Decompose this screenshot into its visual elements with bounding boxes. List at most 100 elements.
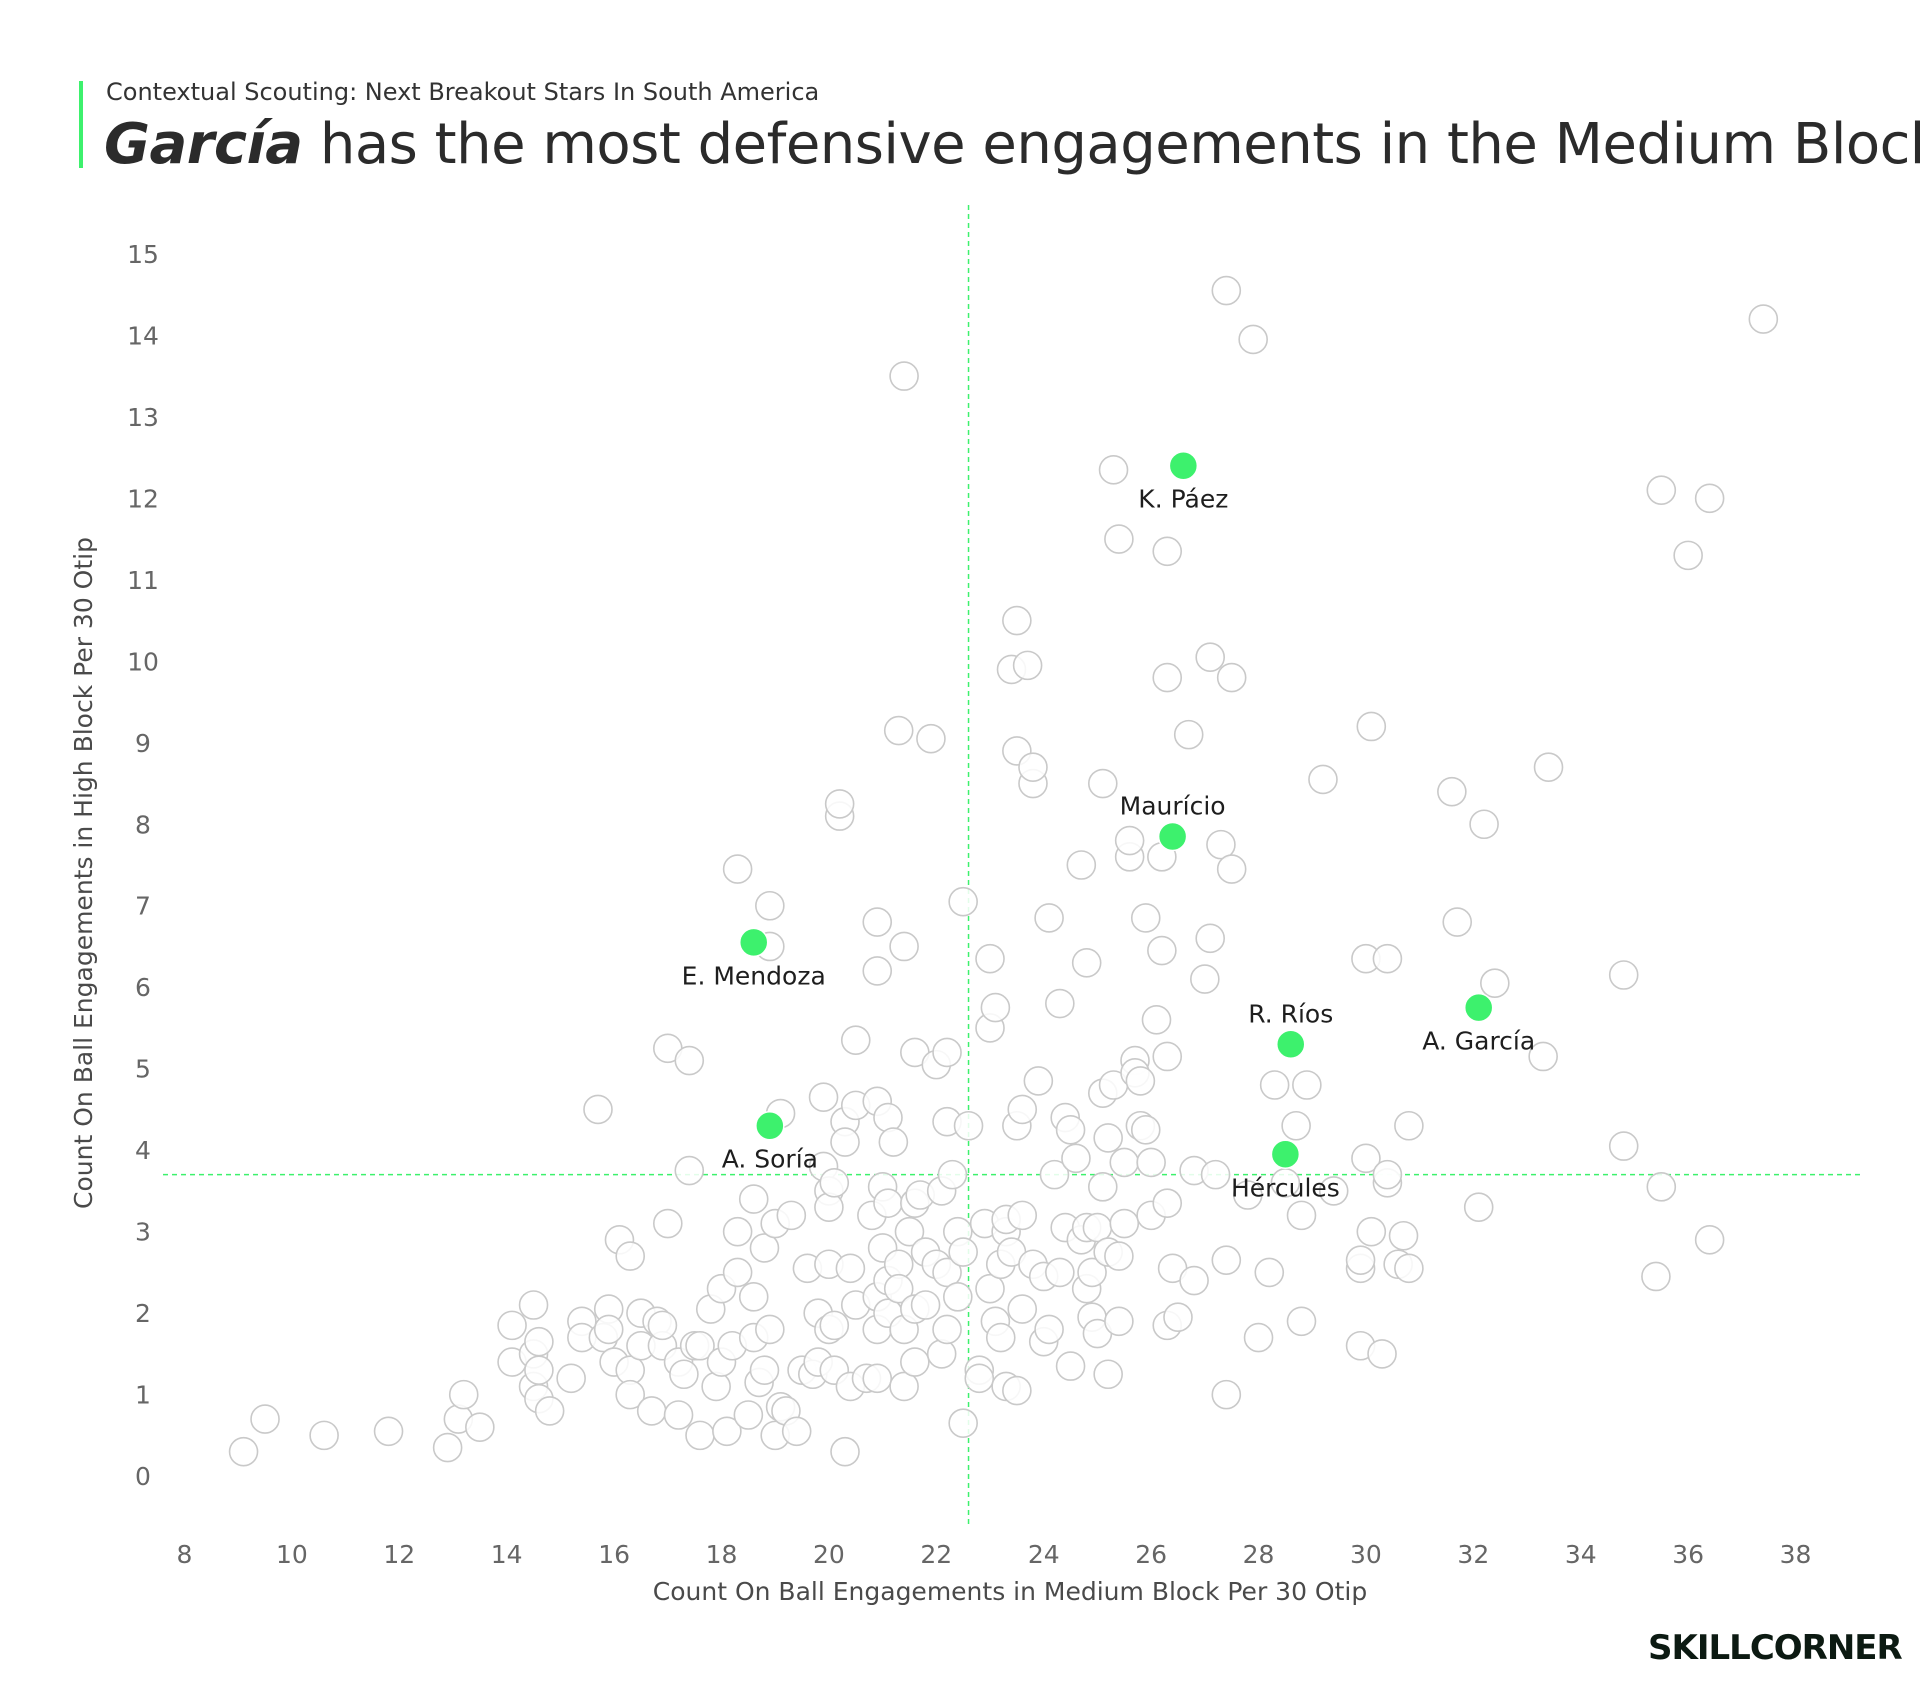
scatter-point xyxy=(309,1420,339,1451)
y-tick-label: 8 xyxy=(135,810,151,839)
scatter-point xyxy=(1152,662,1183,693)
scatter-point xyxy=(1109,1208,1140,1239)
scatter-point xyxy=(448,1379,479,1410)
scatter-point xyxy=(1533,752,1564,783)
y-tick-label: 11 xyxy=(127,566,159,595)
scatter-point xyxy=(926,1339,957,1369)
y-tick-label: 1 xyxy=(135,1381,151,1410)
skillcorner-logo: SKILLCORNER xyxy=(1648,1628,1903,1668)
scatter-point xyxy=(1641,1261,1671,1292)
y-tick-label: 3 xyxy=(135,1218,151,1247)
scatter-point xyxy=(1130,1115,1161,1145)
scatter-point xyxy=(1211,1245,1242,1275)
scatter-point xyxy=(873,1188,903,1218)
scatter-point xyxy=(1394,1253,1424,1284)
title-rest: has the most defensive engagements in th… xyxy=(302,112,1920,177)
scatter-point xyxy=(615,1241,646,1271)
scatter-point xyxy=(755,890,785,921)
scatter-point xyxy=(228,1436,259,1467)
scatter-point xyxy=(824,789,855,819)
scatter-point xyxy=(932,1037,962,1068)
scatter-point xyxy=(1286,1200,1317,1231)
x-tick-label: 30 xyxy=(1350,1540,1382,1569)
scatter-point xyxy=(1292,1070,1322,1100)
scatter-point xyxy=(1039,1159,1070,1190)
scatter-point xyxy=(636,1396,667,1426)
point-label: Maurício xyxy=(1120,791,1226,820)
scatter-point xyxy=(1152,1188,1183,1218)
highlighted-point xyxy=(1276,1029,1306,1060)
y-tick-label: 13 xyxy=(127,403,159,432)
scatter-point xyxy=(985,1322,1016,1353)
scatter-point xyxy=(814,1192,844,1223)
scatter-point xyxy=(776,1200,807,1231)
scatter-point xyxy=(889,1371,919,1402)
scatter-point xyxy=(819,1167,850,1198)
scatter-point xyxy=(749,1355,780,1385)
y-tick-label: 9 xyxy=(135,729,151,758)
y-axis-label: Count On Ball Engagements in High Block … xyxy=(69,537,98,1209)
x-tick-label: 16 xyxy=(598,1540,630,1569)
scatter-point xyxy=(1093,1123,1123,1153)
scatter-point xyxy=(518,1290,549,1320)
scatter-point xyxy=(1179,1265,1209,1296)
highlighted-point xyxy=(755,1110,785,1141)
scatter-point xyxy=(1163,1302,1193,1333)
scatter-point xyxy=(669,1359,699,1390)
scatter-point xyxy=(1463,1192,1494,1223)
scatter-point xyxy=(862,956,893,986)
scatter-point xyxy=(1023,1066,1054,1096)
scatter-point xyxy=(524,1355,554,1385)
x-tick-label: 26 xyxy=(1135,1540,1167,1569)
scatter-point xyxy=(1206,829,1236,860)
scatter-point xyxy=(916,723,946,754)
y-tick-label: 10 xyxy=(127,647,159,676)
scatter-point xyxy=(722,1216,753,1247)
highlighted-point xyxy=(1270,1139,1301,1170)
scatter-point xyxy=(1104,1241,1134,1271)
scatter-point xyxy=(964,1363,995,1394)
scatter-point xyxy=(889,931,919,962)
scatter-point xyxy=(835,1253,866,1284)
scatter-point xyxy=(1646,475,1677,505)
scatter-point xyxy=(1034,1314,1064,1345)
scatter-point xyxy=(883,1273,914,1304)
scatter-point xyxy=(1045,1257,1075,1288)
scatter-point xyxy=(1281,1110,1311,1141)
scatter-point xyxy=(722,1257,753,1288)
scatter-point xyxy=(1055,1351,1086,1381)
scatter-point xyxy=(738,1184,769,1214)
scatter-point xyxy=(1388,1220,1419,1251)
scatter-point xyxy=(1002,1375,1032,1406)
scatter-point xyxy=(1018,752,1048,783)
scatter-point xyxy=(1608,1131,1639,1161)
scatter-point xyxy=(1694,483,1725,514)
scatter-point xyxy=(583,1094,613,1125)
scatter-point xyxy=(1243,1322,1274,1353)
scatter-point xyxy=(953,1110,984,1141)
scatter-point xyxy=(1437,776,1467,807)
scatter-point xyxy=(910,1290,941,1320)
scatter-point xyxy=(1469,809,1499,840)
highlighted-point xyxy=(1157,821,1188,852)
scatter-point xyxy=(1045,988,1075,1019)
scatter-point xyxy=(647,1310,678,1341)
scatter-point xyxy=(534,1396,565,1426)
scatter-point xyxy=(373,1416,404,1447)
reference-lines xyxy=(163,205,1860,1525)
y-tick-label: 14 xyxy=(127,321,159,350)
scatter-point xyxy=(1356,711,1387,742)
scatter-point xyxy=(1211,275,1242,306)
scatter-point xyxy=(975,1273,1005,1304)
scatter-point xyxy=(1061,1143,1091,1174)
scatter-point xyxy=(749,1233,780,1263)
x-axis-label: Count On Ball Engagements in Medium Bloc… xyxy=(653,1577,1367,1606)
scatter-point xyxy=(685,1330,715,1361)
scatter-point xyxy=(1012,650,1043,681)
scatter-point xyxy=(1367,1339,1397,1369)
scatter-point xyxy=(1216,854,1247,884)
scatter-point xyxy=(1190,964,1220,994)
scatter-point xyxy=(1238,324,1268,355)
scatter-point xyxy=(1608,960,1639,990)
